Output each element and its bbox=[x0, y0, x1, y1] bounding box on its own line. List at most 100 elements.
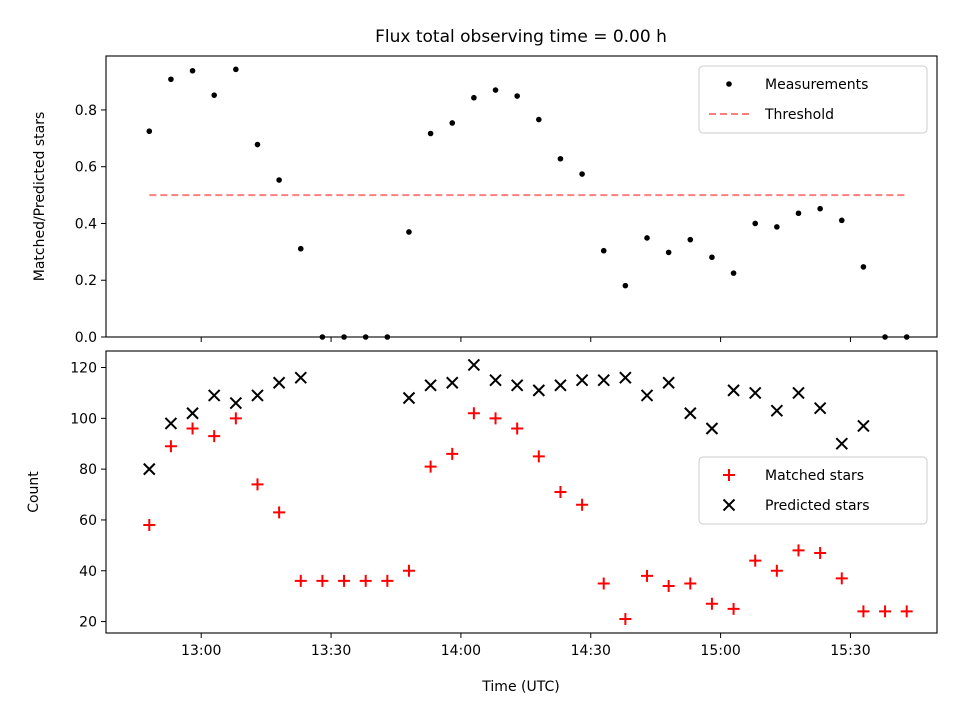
predicted-star-point bbox=[597, 374, 610, 387]
matched-star-point bbox=[143, 519, 156, 532]
x-tick-label: 14:00 bbox=[441, 643, 481, 659]
measurement-point bbox=[536, 116, 542, 123]
measurement-point bbox=[514, 93, 520, 99]
predicted-star-point bbox=[446, 376, 459, 389]
predicted-star-point bbox=[251, 389, 264, 402]
measurement-point bbox=[427, 130, 434, 137]
measurement-point bbox=[752, 220, 759, 227]
matched-star-point bbox=[705, 597, 718, 610]
measurement-point bbox=[233, 66, 239, 73]
predicted-star-point bbox=[229, 396, 243, 410]
x-tick-label: 15:30 bbox=[830, 643, 870, 659]
measurement-point bbox=[687, 236, 694, 243]
measurement-point bbox=[319, 334, 326, 340]
measurement-point bbox=[492, 87, 499, 93]
predicted-star-point bbox=[467, 358, 481, 372]
matched-star-point bbox=[857, 605, 870, 618]
predicted-star-point bbox=[619, 371, 632, 384]
legend-measurement-swatch bbox=[726, 81, 732, 87]
predicted-star-point bbox=[575, 374, 589, 387]
bottom-legend-box bbox=[698, 456, 928, 525]
matched-star-point bbox=[294, 574, 307, 587]
top-legend-box bbox=[698, 65, 928, 134]
matched-star-point bbox=[164, 440, 177, 453]
measurement-point bbox=[600, 247, 607, 254]
measurement-point bbox=[297, 245, 304, 252]
measurement-point bbox=[665, 249, 672, 256]
measurement-point bbox=[189, 67, 196, 74]
matched-star-point bbox=[879, 605, 892, 618]
measurement-point bbox=[579, 171, 585, 177]
predicted-star-point bbox=[727, 384, 740, 397]
top-y-axis-label: Matched/Predicted stars bbox=[32, 112, 48, 282]
measurement-point bbox=[730, 270, 737, 276]
bottom-y-tick-label: 120 bbox=[70, 361, 97, 377]
legend-label: Matched stars bbox=[765, 468, 864, 484]
matched-star-point bbox=[511, 422, 524, 435]
legend-label: Threshold bbox=[764, 107, 834, 123]
matched-star-point bbox=[251, 478, 264, 491]
measurement-point bbox=[254, 141, 261, 148]
predicted-star-point bbox=[684, 407, 697, 420]
matched-star-point bbox=[597, 577, 610, 590]
measurement-point bbox=[774, 224, 780, 230]
measurement-point bbox=[449, 120, 456, 126]
matched-star-point bbox=[359, 574, 372, 587]
top-y-tick-label: 0.4 bbox=[75, 216, 97, 232]
measurement-point bbox=[146, 128, 153, 135]
measurement-point bbox=[817, 205, 823, 212]
predicted-star-point bbox=[857, 419, 870, 433]
x-tick-label: 14:30 bbox=[571, 643, 611, 659]
matched-star-point bbox=[229, 412, 242, 425]
predicted-star-point bbox=[532, 384, 546, 397]
bottom-y-axis-label: Count bbox=[26, 471, 42, 513]
measurement-point bbox=[838, 217, 845, 224]
bottom-y-tick-label: 60 bbox=[79, 513, 97, 529]
legend-label: Predicted stars bbox=[765, 498, 870, 514]
predicted-star-point bbox=[554, 379, 567, 392]
x-tick-label: 13:00 bbox=[181, 643, 221, 659]
matched-star-point bbox=[684, 577, 697, 590]
legend-matched-swatch bbox=[723, 469, 735, 481]
x-tick-label: 15:00 bbox=[700, 643, 740, 659]
matched-star-point bbox=[576, 498, 589, 511]
matched-star-point bbox=[619, 613, 632, 626]
measurement-point bbox=[709, 254, 715, 261]
matched-star-point bbox=[489, 412, 502, 425]
bottom-y-tick-label: 100 bbox=[70, 411, 97, 427]
legend-predicted-swatch bbox=[722, 498, 736, 512]
measurement-point bbox=[276, 177, 282, 183]
measurement-point bbox=[168, 76, 174, 83]
measurement-point bbox=[622, 282, 629, 289]
predicted-star-point bbox=[164, 417, 178, 430]
matched-star-point bbox=[446, 447, 459, 460]
measurement-point bbox=[384, 334, 391, 340]
predicted-star-point bbox=[662, 376, 675, 389]
measurement-point bbox=[860, 264, 867, 270]
matched-star-point bbox=[186, 422, 199, 435]
measurement-point bbox=[903, 334, 910, 340]
predicted-star-point bbox=[402, 391, 416, 405]
predicted-star-point bbox=[272, 376, 286, 389]
measurement-point bbox=[557, 155, 564, 162]
predicted-star-point bbox=[143, 462, 156, 476]
matched-star-point bbox=[814, 546, 827, 559]
measurement-point bbox=[644, 235, 650, 241]
matched-star-point bbox=[338, 574, 351, 587]
x-tick-label: 13:30 bbox=[311, 643, 351, 659]
predicted-star-point bbox=[813, 401, 827, 415]
predicted-star-point bbox=[489, 374, 502, 387]
measurement-point bbox=[406, 229, 412, 235]
matched-star-point bbox=[770, 564, 783, 577]
matched-star-point bbox=[316, 574, 329, 587]
top-y-tick-label: 0.2 bbox=[75, 273, 97, 289]
bottom-y-tick-label: 20 bbox=[79, 615, 97, 631]
predicted-star-point bbox=[749, 386, 762, 400]
bottom-y-tick-label: 40 bbox=[79, 564, 97, 580]
top-panel: 0.0 0.2 0.4 0.6 0.8 Matched/Predicted stars Me… bbox=[32, 55, 938, 346]
predicted-star-point bbox=[835, 437, 848, 450]
matched-star-point bbox=[662, 580, 675, 592]
matched-star-point bbox=[792, 544, 805, 557]
matched-star-point bbox=[727, 602, 740, 615]
